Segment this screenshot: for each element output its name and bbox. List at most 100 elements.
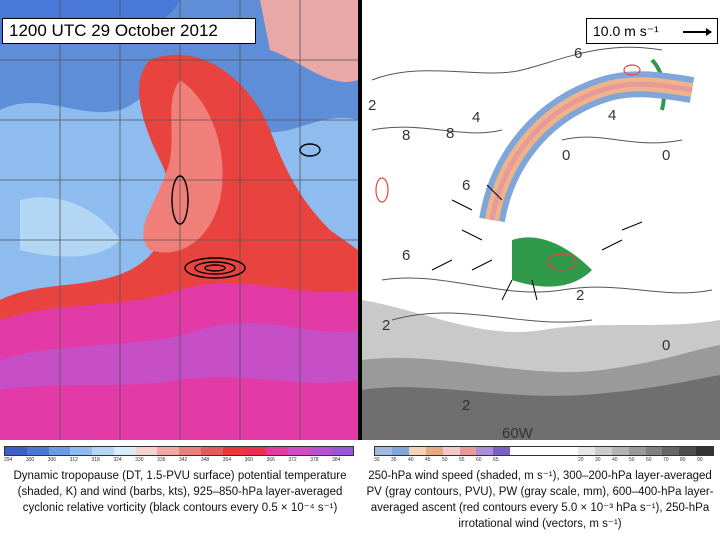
pv-label: 6 xyxy=(402,247,410,264)
colorbar-cell xyxy=(266,447,288,455)
colorbar-tick-label: 306 xyxy=(47,457,57,463)
colorbar-tick-label: 30 xyxy=(595,457,601,463)
colorbar-tick-label: 330 xyxy=(135,457,144,463)
colorbar-tick-label: 40 xyxy=(408,457,414,463)
jet-pw-map: 6 4 8 8 4 2 0 6 0 2 2 6 0 2 60W xyxy=(362,0,720,440)
colorbar-cell xyxy=(113,447,136,455)
colorbar-tick-label: 378 xyxy=(310,457,319,463)
pv-label: 2 xyxy=(368,97,376,114)
colorbar-cell xyxy=(425,447,443,455)
pv-label: 0 xyxy=(562,147,570,164)
colorbar-cell xyxy=(527,447,545,455)
pv-label: 6 xyxy=(574,45,582,62)
colorbar-tick-label xyxy=(527,457,544,465)
colorbar-tick-label: 55 xyxy=(459,457,465,463)
colorbar-cell xyxy=(179,447,201,455)
colorbar-tick-label: 348 xyxy=(200,457,210,463)
colorbar-tick-label: 90 xyxy=(697,457,703,463)
colorbar-cell xyxy=(391,447,409,455)
colorbar-cell xyxy=(594,447,612,455)
colorbar-cell xyxy=(200,447,223,455)
left-colorbar-ticks: 294 300 306 312 318 324 330 336 342 348 354 360 366 3… xyxy=(4,457,354,465)
left-caption: Dynamic tropopause (DT, 1.5-PVU surface)… xyxy=(13,470,347,514)
colorbar-cell xyxy=(5,447,27,455)
colorbar-tick-label: 60 xyxy=(476,457,482,463)
colorbar-cell xyxy=(611,447,629,455)
colorbar-cell xyxy=(375,447,392,455)
colorbar-cell xyxy=(459,447,477,455)
colorbar-cell xyxy=(476,447,494,455)
right-caption: 250-hPa wind speed (shaded, m s⁻¹), 300–… xyxy=(366,470,714,530)
reference-vector-label: 10.0 m s⁻¹ xyxy=(593,23,659,39)
colorbar-cell xyxy=(157,447,179,455)
colorbar-cell xyxy=(662,447,680,455)
colorbar-tick-label: 342 xyxy=(179,457,188,463)
colorbar-cell xyxy=(48,447,71,455)
colorbar-tick-label: 45 xyxy=(425,457,431,463)
colorbar-tick-label: 336 xyxy=(157,457,166,463)
arrow-right-icon xyxy=(683,28,712,36)
pv-label: 0 xyxy=(662,337,670,354)
colorbar-tick-label: 65 xyxy=(493,457,499,463)
colorbar-cell xyxy=(645,447,663,455)
colorbar-tick-label: 354 xyxy=(222,457,232,463)
pv-label: 6 xyxy=(462,177,470,194)
colorbar-tick-label xyxy=(510,457,527,465)
colorbar-cell xyxy=(331,447,353,455)
colorbar-cell xyxy=(679,447,697,455)
colorbar-cell xyxy=(92,447,114,455)
colorbar-tick-label: 20 xyxy=(578,457,584,463)
colorbar-tick-label xyxy=(561,457,578,465)
panel-title: 1200 UTC 29 October 2012 xyxy=(2,18,256,44)
colorbar-cell xyxy=(442,447,460,455)
colorbar-cell xyxy=(70,447,92,455)
pv-label: 2 xyxy=(462,397,470,414)
colorbar-cell xyxy=(628,447,646,455)
pv-label: 2 xyxy=(576,287,584,304)
colorbar-tick-label: 372 xyxy=(288,457,297,463)
colorbar-cell xyxy=(222,447,245,455)
colorbar-tick-label: 384 xyxy=(332,457,341,463)
colorbar-tick-label: 30 xyxy=(374,457,380,463)
colorbar-tick-label: 60 xyxy=(646,457,652,463)
colorbar-tick-label: 40 xyxy=(612,457,618,463)
pv-label: 8 xyxy=(402,127,410,144)
colorbar-cell xyxy=(287,447,310,455)
colorbar-tick-label: 324 xyxy=(113,457,122,463)
right-map-panel: 6 4 8 8 4 2 0 6 0 2 2 6 0 2 60W xyxy=(362,0,720,440)
pv-label: 4 xyxy=(608,107,616,124)
colorbar-tick-label: 50 xyxy=(442,457,448,463)
pv-label: 2 xyxy=(382,317,390,334)
colorbar-tick-label xyxy=(544,457,561,465)
colorbar-tick-label: 300 xyxy=(25,457,35,463)
colorbar-cell xyxy=(408,447,426,455)
pv-label: 4 xyxy=(472,109,480,126)
colorbar-cell xyxy=(244,447,266,455)
colorbar-cell xyxy=(560,447,578,455)
right-colorbar xyxy=(374,446,714,456)
pv-label: 8 xyxy=(446,125,454,142)
left-map-panel: 1200 UTC 29 October 2012 xyxy=(0,0,358,440)
colorbar-cell xyxy=(26,447,49,455)
colorbar-cell xyxy=(696,447,714,455)
dt-theta-map xyxy=(0,0,358,440)
colorbar-tick-label: 360 xyxy=(244,457,253,463)
right-colorbar-ticks: 30 35 40 45 50 55 60 65 20 30 40 50 60 70 80 90 xyxy=(374,457,714,465)
colorbar-tick-label: 318 xyxy=(91,457,100,463)
colorbar-tick-label: 50 xyxy=(629,457,635,463)
colorbar-tick-label: 366 xyxy=(266,457,275,463)
colorbar-tick-label: 312 xyxy=(69,457,78,463)
colorbar-tick-label: 294 xyxy=(4,457,13,463)
colorbar-cell xyxy=(544,447,561,455)
left-colorbar xyxy=(4,446,354,456)
colorbar-tick-label: 35 xyxy=(391,457,397,463)
panel-divider xyxy=(358,0,362,440)
reference-vector-box: 10.0 m s⁻¹ xyxy=(586,18,718,44)
colorbar-tick-label: 80 xyxy=(680,457,686,463)
colorbar-cell xyxy=(493,447,511,455)
colorbar-tick-label: 70 xyxy=(663,457,669,463)
colorbar-cell xyxy=(135,447,158,455)
colorbar-cell xyxy=(577,447,595,455)
colorbar-cell xyxy=(309,447,332,455)
longitude-label: 60W xyxy=(502,425,534,440)
